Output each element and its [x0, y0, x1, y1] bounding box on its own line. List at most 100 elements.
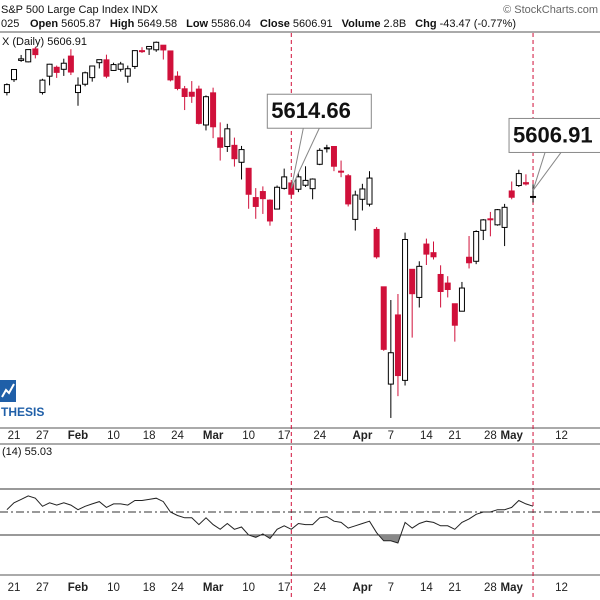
candle-body: [466, 256, 473, 264]
candle-body: [409, 268, 416, 295]
candle-body: [281, 176, 288, 189]
candle-body: [174, 75, 181, 89]
candle-body: [330, 145, 337, 167]
x-tick-label: 17: [278, 582, 291, 594]
callout-pointer: [290, 128, 320, 189]
candle-body: [338, 170, 345, 173]
candle-body: [487, 218, 494, 221]
candle-body: [131, 50, 138, 67]
legend: (14) 55.03: [2, 446, 52, 458]
x-tick-label: 28: [484, 430, 497, 442]
candle-body: [195, 88, 202, 124]
candle-body: [39, 79, 46, 94]
x-tick-label: Feb: [68, 430, 88, 442]
x-tick-label: 21: [448, 582, 461, 594]
candle-body: [302, 179, 309, 186]
x-tick-label: 24: [171, 430, 184, 442]
candle-body: [32, 48, 39, 56]
candle-body: [508, 190, 515, 198]
candle-body: [295, 176, 302, 190]
candle-body: [288, 182, 295, 195]
x-tick-label: 21: [8, 430, 21, 442]
x-tick-label: Feb: [68, 582, 88, 594]
legend: X (Daily) 5606.91: [2, 36, 87, 48]
candle-body: [366, 177, 373, 205]
candle-body: [245, 167, 252, 195]
x-tick-label: 21: [448, 430, 461, 442]
candle-body: [82, 72, 89, 85]
date: 025: [1, 18, 19, 30]
candle-body: [238, 149, 245, 163]
x-tick-label: 18: [143, 582, 156, 594]
candle-body: [110, 64, 117, 71]
candle-body: [522, 182, 529, 185]
x-tick-label: 10: [107, 582, 120, 594]
x-tick-label: Mar: [203, 430, 224, 442]
stat-value: 5605.87: [61, 18, 101, 30]
candle-body: [117, 63, 124, 70]
x-tick-label: Apr: [352, 430, 372, 442]
x-tick-label: 17: [278, 430, 291, 442]
x-tick-label: 10: [107, 430, 120, 442]
candle-body: [373, 228, 380, 258]
candle-body: [345, 175, 352, 205]
x-tick-label: 24: [313, 430, 326, 442]
candle-body: [252, 197, 259, 207]
x-tick-label: May: [501, 430, 524, 442]
stat-label: Open: [30, 18, 58, 30]
candle-body: [167, 50, 174, 81]
candle-body: [3, 84, 10, 94]
candle-body: [380, 286, 387, 350]
x-tick-label: 7: [388, 582, 394, 594]
callout-text: 5614.66: [271, 98, 351, 123]
stat-value: 5586.04: [211, 18, 251, 30]
candle-body: [18, 58, 25, 61]
x-tick-label: 12: [555, 582, 568, 594]
candle-body: [352, 194, 359, 220]
candle-body: [138, 50, 145, 53]
candle-body: [444, 282, 451, 290]
oversold-area: [6, 535, 534, 544]
candle-body: [160, 44, 167, 51]
x-tick-label: 14: [420, 582, 433, 594]
candle-body: [124, 68, 131, 77]
callout-pointer: [532, 152, 562, 191]
x-tick-label: May: [501, 582, 524, 594]
candle-body: [402, 238, 409, 381]
stat-label: Close: [260, 18, 290, 30]
candle-body: [530, 195, 537, 198]
candle-body: [202, 96, 209, 126]
chart-title: S&P 500 Large Cap Index INDX: [1, 4, 159, 16]
x-tick-label: 24: [313, 582, 326, 594]
candle-body: [515, 173, 522, 187]
candle-body: [60, 62, 67, 70]
candle-body: [266, 199, 273, 222]
candle-body: [416, 265, 423, 298]
candle-body: [210, 92, 217, 128]
candle-body: [75, 84, 81, 94]
watermark: © StockCharts.com: [503, 4, 598, 16]
stat-value: 2.8B: [384, 18, 407, 30]
stat-label: High: [110, 18, 135, 30]
candle-body: [259, 191, 266, 200]
logo: THESIS: [0, 380, 44, 419]
x-tick-label: Apr: [352, 582, 372, 594]
candle-body: [146, 45, 153, 50]
candle-body: [430, 252, 437, 258]
candle-body: [480, 219, 487, 231]
candle-body: [67, 55, 74, 73]
stat-value: 5606.91: [293, 18, 333, 30]
stat-label: Chg: [415, 18, 436, 30]
candle-body: [359, 188, 366, 200]
candle-body: [11, 69, 18, 81]
candle-body: [46, 63, 53, 77]
candle-body: [181, 88, 188, 97]
rsi-line: [6, 495, 534, 544]
x-tick-label: Mar: [203, 582, 224, 594]
x-tick-label: 10: [242, 430, 255, 442]
candle-body: [387, 352, 394, 385]
candle-body: [274, 186, 281, 210]
candle-body: [437, 273, 444, 292]
